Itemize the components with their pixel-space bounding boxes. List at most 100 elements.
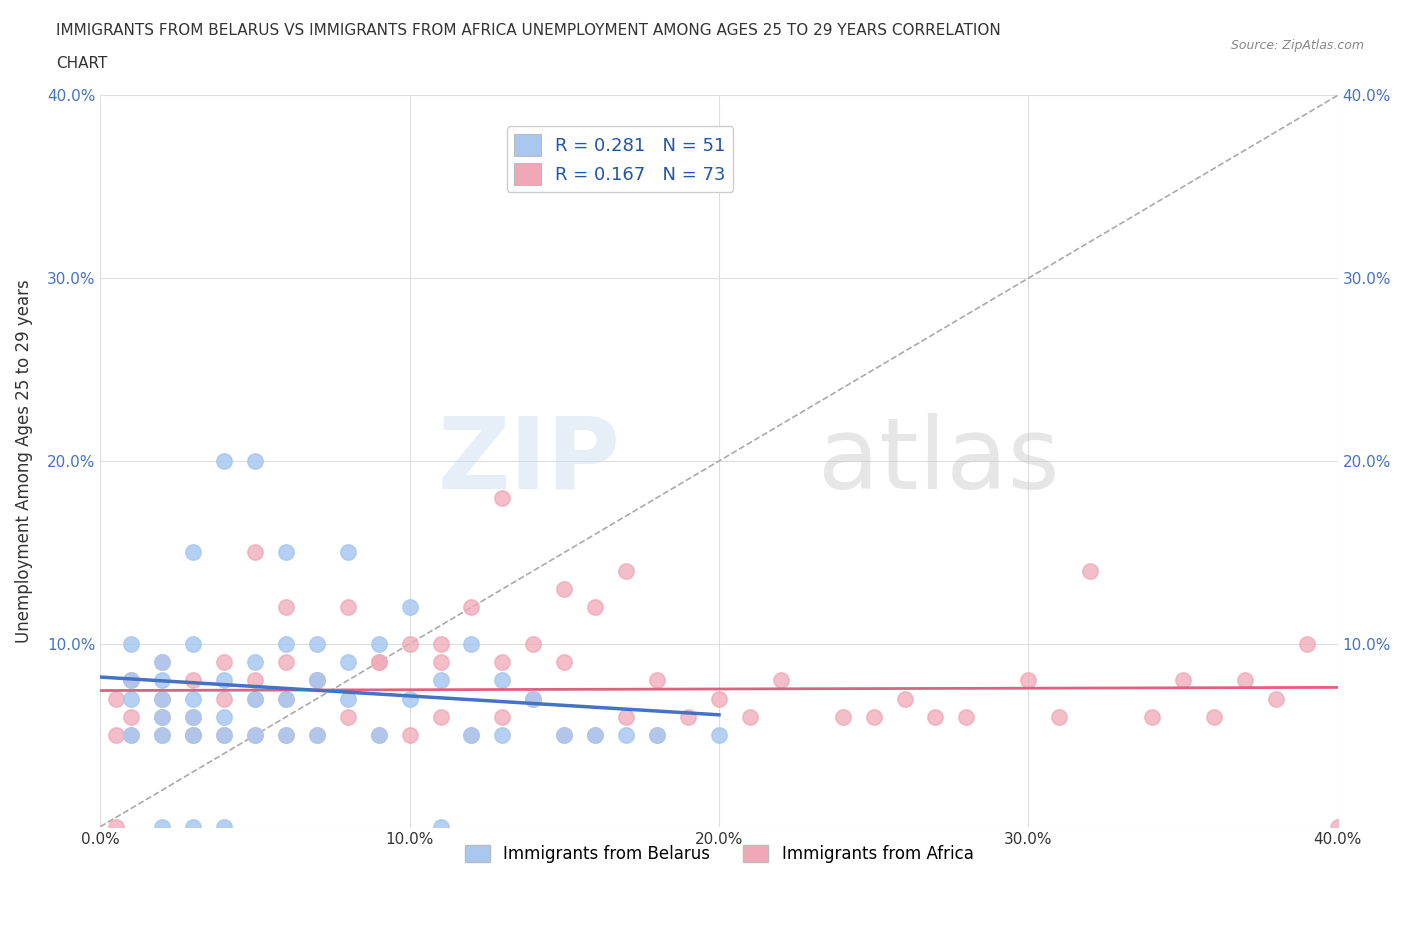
- Point: [274, 600, 297, 615]
- Point: [460, 600, 482, 615]
- Text: IMMIGRANTS FROM BELARUS VS IMMIGRANTS FROM AFRICA UNEMPLOYMENT AMONG AGES 25 TO : IMMIGRANTS FROM BELARUS VS IMMIGRANTS FR…: [56, 23, 1001, 38]
- Point: [212, 728, 235, 743]
- Point: [1264, 691, 1286, 706]
- Y-axis label: Unemployment Among Ages 25 to 29 years: Unemployment Among Ages 25 to 29 years: [15, 279, 32, 643]
- Point: [120, 691, 142, 706]
- Point: [707, 691, 730, 706]
- Point: [429, 673, 451, 688]
- Point: [212, 655, 235, 670]
- Point: [831, 710, 853, 724]
- Point: [522, 691, 544, 706]
- Point: [305, 673, 328, 688]
- Point: [553, 655, 575, 670]
- Point: [243, 454, 266, 469]
- Point: [553, 728, 575, 743]
- Point: [212, 691, 235, 706]
- Point: [150, 710, 173, 724]
- Point: [429, 655, 451, 670]
- Point: [429, 819, 451, 834]
- Point: [645, 728, 668, 743]
- Point: [181, 819, 204, 834]
- Point: [553, 581, 575, 596]
- Text: ZIP: ZIP: [437, 413, 620, 510]
- Point: [614, 710, 637, 724]
- Point: [1233, 673, 1256, 688]
- Point: [1202, 710, 1225, 724]
- Point: [336, 600, 359, 615]
- Point: [181, 545, 204, 560]
- Point: [243, 545, 266, 560]
- Point: [460, 728, 482, 743]
- Point: [243, 728, 266, 743]
- Point: [1078, 564, 1101, 578]
- Point: [367, 636, 389, 651]
- Point: [398, 728, 420, 743]
- Point: [212, 819, 235, 834]
- Point: [150, 710, 173, 724]
- Point: [305, 728, 328, 743]
- Point: [893, 691, 915, 706]
- Point: [955, 710, 977, 724]
- Point: [336, 545, 359, 560]
- Point: [1017, 673, 1039, 688]
- Point: [274, 636, 297, 651]
- Point: [924, 710, 946, 724]
- Point: [181, 673, 204, 688]
- Point: [305, 673, 328, 688]
- Point: [460, 636, 482, 651]
- Point: [522, 691, 544, 706]
- Point: [150, 819, 173, 834]
- Point: [336, 655, 359, 670]
- Point: [150, 691, 173, 706]
- Point: [274, 655, 297, 670]
- Point: [104, 728, 127, 743]
- Point: [583, 728, 606, 743]
- Point: [491, 710, 513, 724]
- Point: [305, 673, 328, 688]
- Point: [398, 636, 420, 651]
- Point: [243, 691, 266, 706]
- Point: [243, 655, 266, 670]
- Point: [150, 673, 173, 688]
- Point: [181, 728, 204, 743]
- Point: [181, 691, 204, 706]
- Point: [769, 673, 792, 688]
- Point: [707, 728, 730, 743]
- Point: [1047, 710, 1070, 724]
- Point: [120, 728, 142, 743]
- Point: [738, 710, 761, 724]
- Point: [1171, 673, 1194, 688]
- Point: [243, 691, 266, 706]
- Point: [305, 636, 328, 651]
- Point: [150, 728, 173, 743]
- Point: [367, 655, 389, 670]
- Point: [305, 728, 328, 743]
- Point: [120, 673, 142, 688]
- Point: [429, 636, 451, 651]
- Text: Source: ZipAtlas.com: Source: ZipAtlas.com: [1230, 39, 1364, 52]
- Point: [212, 728, 235, 743]
- Point: [181, 710, 204, 724]
- Point: [336, 691, 359, 706]
- Point: [120, 710, 142, 724]
- Point: [645, 728, 668, 743]
- Point: [1295, 636, 1317, 651]
- Point: [336, 710, 359, 724]
- Point: [676, 710, 699, 724]
- Point: [367, 655, 389, 670]
- Point: [120, 636, 142, 651]
- Point: [491, 673, 513, 688]
- Point: [491, 728, 513, 743]
- Point: [243, 728, 266, 743]
- Point: [274, 545, 297, 560]
- Point: [212, 710, 235, 724]
- Point: [522, 636, 544, 651]
- Point: [398, 691, 420, 706]
- Point: [212, 673, 235, 688]
- Point: [104, 819, 127, 834]
- Point: [553, 728, 575, 743]
- Point: [120, 673, 142, 688]
- Point: [274, 691, 297, 706]
- Point: [212, 454, 235, 469]
- Point: [614, 564, 637, 578]
